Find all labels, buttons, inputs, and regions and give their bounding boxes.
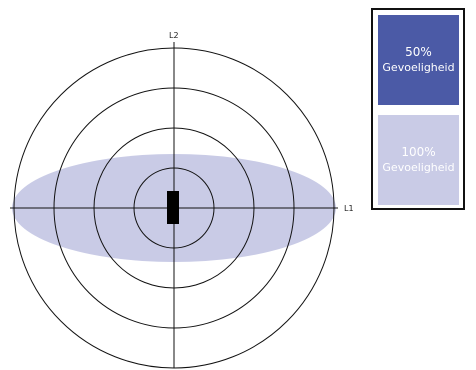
legend-50-percent-label: Gevoeligheid xyxy=(382,61,455,74)
legend-100-percent-value: 100% xyxy=(401,145,436,159)
legend-100-percent-label: Gevoeligheid xyxy=(382,161,455,174)
axis-l1-label: L1 xyxy=(344,204,354,213)
legend-item-100-percent: 100% Gevoeligheid xyxy=(378,115,459,205)
legend-50-percent-value: 50% xyxy=(405,45,432,59)
legend-item-50-percent: 50% Gevoeligheid xyxy=(378,15,459,105)
sensor-element xyxy=(167,191,179,224)
axis-l2-label: L2 xyxy=(169,31,179,40)
sensitivity-legend: 50% Gevoeligheid 100% Gevoeligheid xyxy=(371,8,465,210)
